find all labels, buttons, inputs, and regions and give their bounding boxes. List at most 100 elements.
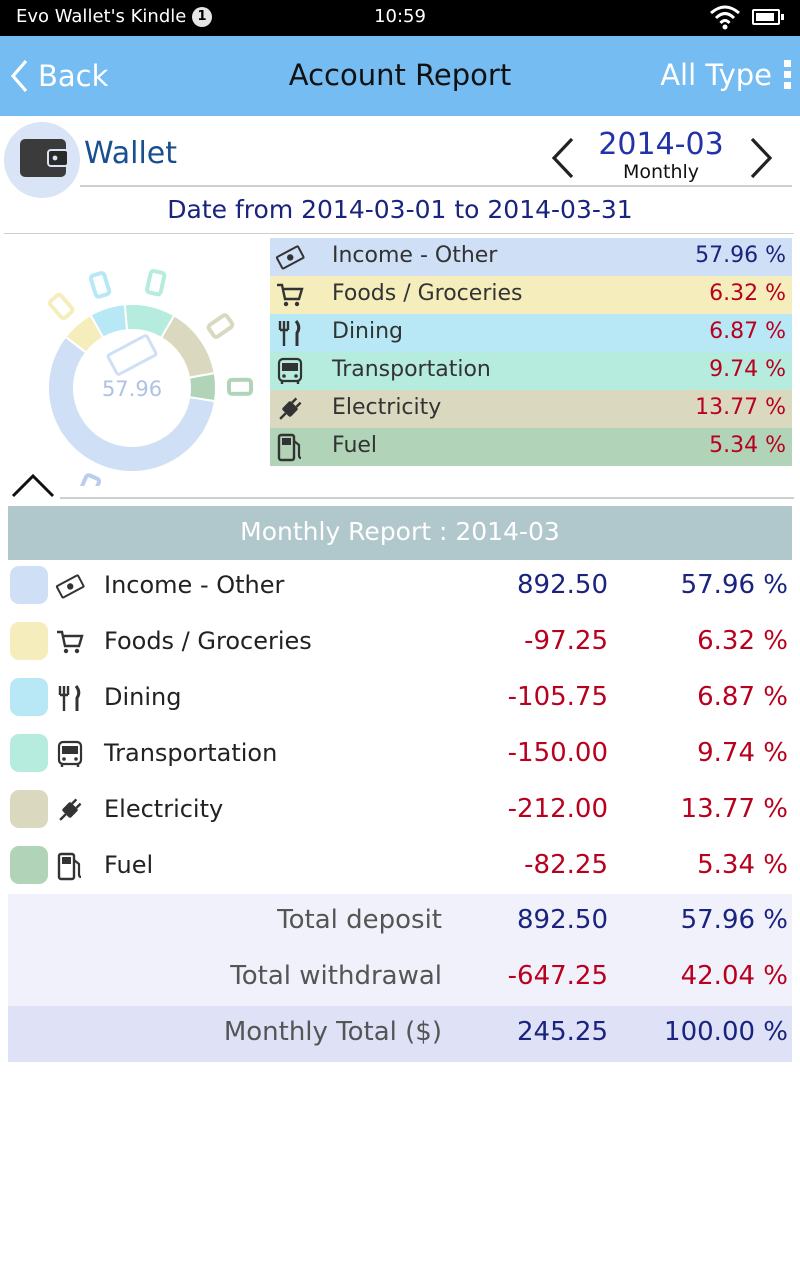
divider	[80, 185, 792, 187]
report-row-fuel[interactable]: Fuel -82.25 5.34 %	[8, 838, 792, 894]
avatar[interactable]	[4, 122, 80, 198]
legend-row-electricity[interactable]: Electricity 13.77 %	[270, 390, 792, 428]
category-donut-chart[interactable]: 57.96	[0, 236, 270, 486]
period-mode: Monthly	[622, 161, 700, 183]
total-amount: 245.25	[517, 1017, 608, 1047]
collapse-chart-button[interactable]	[10, 470, 56, 500]
chevron-left-icon	[10, 59, 28, 93]
legend-percent: 6.87 %	[709, 319, 786, 344]
legend-row-income-other[interactable]: Income - Other 57.96 %	[270, 238, 792, 276]
battery-icon	[752, 9, 784, 25]
donut-slice-fuel[interactable]	[187, 371, 217, 403]
category-amount: -105.75	[507, 682, 608, 712]
total-amount: 892.50	[517, 905, 608, 935]
overflow-menu-icon[interactable]	[784, 60, 792, 92]
period-selector[interactable]: 2014-03 Monthly	[596, 127, 726, 183]
cash-icon	[275, 245, 305, 270]
total-label: Total withdrawal	[230, 961, 442, 991]
category-color-swatch	[10, 846, 48, 884]
wifi-icon	[710, 5, 740, 30]
status-bar: Evo Wallet's Kindle 1 10:59	[0, 0, 800, 36]
divider	[60, 497, 794, 499]
legend-row-dining[interactable]: Dining 6.87 %	[270, 314, 792, 352]
category-amount: -212.00	[507, 794, 608, 824]
report-row-income-other[interactable]: Income - Other 892.50 57.96 %	[8, 558, 792, 614]
cart-icon	[277, 283, 304, 307]
legend-label: Foods / Groceries	[332, 281, 523, 306]
legend-row-transportation[interactable]: Transportation 9.74 %	[270, 352, 792, 390]
category-label: Foods / Groceries	[104, 627, 312, 655]
category-percent: 6.32 %	[697, 626, 788, 656]
device-name: Evo Wallet's Kindle	[16, 6, 187, 27]
legend-label: Transportation	[332, 357, 491, 382]
report-header: Monthly Report : 2014-03	[8, 506, 792, 560]
fork-knife-icon	[58, 685, 81, 711]
total-label: Total deposit	[277, 905, 442, 935]
donut-center-value: 57.96	[102, 377, 162, 401]
total-percent: 57.96 %	[680, 905, 788, 935]
account-name[interactable]: Wallet	[84, 136, 178, 171]
category-color-swatch	[10, 566, 48, 604]
cash-icon	[55, 574, 85, 599]
category-label: Fuel	[104, 851, 154, 879]
cart-icon	[47, 292, 75, 321]
category-color-swatch	[10, 622, 48, 660]
total-withdrawal-row: Total withdrawal -647.25 42.04 %	[8, 950, 792, 1006]
total-percent: 42.04 %	[680, 961, 788, 991]
category-percent: 9.74 %	[697, 738, 788, 768]
wallet-icon	[20, 139, 69, 177]
page-title: Account Report	[288, 58, 512, 92]
period-label: 2014-03	[598, 127, 724, 162]
prev-period-button[interactable]	[548, 136, 578, 180]
report-row-electricity[interactable]: Electricity -212.00 13.77 %	[8, 782, 792, 838]
category-percent: 57.96 %	[680, 570, 788, 600]
fuel-icon	[277, 433, 302, 462]
fuel-icon	[226, 377, 254, 396]
fork-knife-icon	[278, 320, 301, 346]
category-amount: -150.00	[507, 738, 608, 768]
total-deposit-row: Total deposit 892.50 57.96 %	[8, 894, 792, 950]
donut-slice-income-other[interactable]	[47, 335, 217, 473]
legend-percent: 13.77 %	[695, 395, 786, 420]
donut-slice-electricity[interactable]	[159, 314, 216, 379]
bus-icon	[145, 268, 167, 297]
category-percent: 5.34 %	[697, 850, 788, 880]
total-label: Monthly Total ($)	[223, 1017, 442, 1047]
category-percent: 13.77 %	[680, 794, 788, 824]
total-amount: -647.25	[507, 961, 608, 991]
category-label: Transportation	[104, 739, 278, 767]
cart-icon	[57, 630, 84, 654]
legend-label: Fuel	[332, 433, 378, 458]
category-color-swatch	[10, 790, 48, 828]
category-label: Income - Other	[104, 571, 285, 599]
bus-icon	[277, 357, 303, 384]
cash-icon	[106, 334, 158, 376]
category-color-swatch	[10, 734, 48, 772]
legend-percent: 57.96 %	[695, 243, 786, 268]
divider	[4, 233, 794, 234]
category-amount: -82.25	[524, 850, 608, 880]
notification-badge[interactable]: 1	[192, 7, 212, 27]
fuel-icon	[57, 852, 82, 881]
category-percent: 6.87 %	[697, 682, 788, 712]
back-button[interactable]: Back	[8, 54, 108, 98]
legend-percent: 9.74 %	[709, 357, 786, 382]
legend-row-foods-groceries[interactable]: Foods / Groceries 6.32 %	[270, 276, 792, 314]
bus-icon	[57, 740, 83, 767]
category-label: Electricity	[104, 795, 224, 823]
report-row-transportation[interactable]: Transportation -150.00 9.74 %	[8, 726, 792, 782]
report-row-dining[interactable]: Dining -105.75 6.87 %	[8, 670, 792, 726]
category-amount: -97.25	[524, 626, 608, 656]
total-percent: 100.00 %	[664, 1017, 788, 1047]
legend-label: Income - Other	[332, 243, 498, 268]
plug-icon	[59, 798, 82, 821]
app-bar: Back Account Report All Type	[0, 36, 800, 116]
type-filter-button[interactable]: All Type	[660, 58, 772, 92]
monthly-total-row: Monthly Total ($) 245.25 100.00 %	[8, 1006, 792, 1062]
cash-icon	[77, 473, 102, 486]
plug-icon	[279, 397, 302, 420]
report-row-foods-groceries[interactable]: Foods / Groceries -97.25 6.32 %	[8, 614, 792, 670]
status-clock: 10:59	[374, 6, 426, 27]
next-period-button[interactable]	[746, 136, 776, 180]
legend-row-fuel[interactable]: Fuel 5.34 %	[270, 428, 792, 466]
